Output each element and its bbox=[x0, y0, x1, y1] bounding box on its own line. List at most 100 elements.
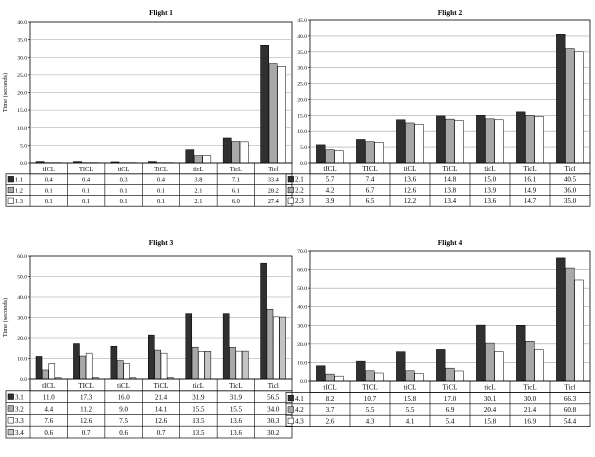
data-label: 7.4 bbox=[366, 176, 375, 184]
legend-swatch-1.3 bbox=[7, 197, 14, 204]
data-label: 33.4 bbox=[268, 177, 280, 184]
bar-3.2-TiCL bbox=[154, 349, 161, 380]
data-label: 5.7 bbox=[326, 176, 335, 184]
bar-4.1-tiCL bbox=[396, 351, 406, 382]
y-tick-label: 35.0 bbox=[17, 38, 27, 44]
chart-flight-1: Flight 1 Time (seconds) 0.0 5.0 10.0 15.0 20.0… bbox=[0, 0, 297, 225]
y-tick-label: 40.0 bbox=[17, 20, 27, 26]
data-label: 0.4 bbox=[82, 177, 91, 184]
legend-label: 3.1 bbox=[15, 394, 24, 402]
bar-2.1-ticL bbox=[476, 115, 486, 164]
data-label: 31.9 bbox=[192, 394, 205, 402]
bar-1.1-TicL bbox=[222, 137, 232, 164]
legend-swatch-3.4 bbox=[7, 429, 14, 436]
bar-4.3-TICL bbox=[374, 372, 384, 382]
bar-3.3-ticL bbox=[198, 351, 205, 380]
data-label: 2.1 bbox=[194, 198, 202, 205]
data-label: 66.3 bbox=[564, 395, 577, 403]
bar-2.2-tiCL bbox=[405, 122, 415, 164]
bar-3.1-TICL bbox=[73, 343, 80, 380]
y-tick-label: 25.0 bbox=[297, 82, 307, 88]
bar-3.2-Ticl bbox=[266, 309, 274, 380]
data-label: 0.3 bbox=[120, 177, 128, 184]
y-tick-label: 45.0 bbox=[297, 18, 307, 24]
bar-2.3-tICL bbox=[334, 150, 344, 164]
data-label: 3.9 bbox=[326, 197, 335, 205]
chart-title: Flight 2 bbox=[438, 8, 463, 17]
data-label: 21.4 bbox=[524, 406, 537, 414]
data-label: 0.1 bbox=[120, 187, 128, 194]
legend-swatch-1.1 bbox=[7, 176, 14, 183]
bar-3.1-TicL bbox=[222, 313, 230, 380]
category-label: tICL bbox=[43, 166, 55, 173]
category-label: tICL bbox=[323, 383, 336, 391]
bar-3.1-ticL bbox=[185, 313, 193, 380]
data-label: 11.2 bbox=[80, 405, 92, 413]
chart-svg: Flight 2 0.0 5.0 10.0 15.0 20.0 25.0 30.0 35.0 40… bbox=[285, 8, 591, 207]
data-label: 13.9 bbox=[484, 186, 497, 194]
bar-4.1-TiCL bbox=[436, 349, 446, 382]
data-label: 7.6 bbox=[44, 417, 53, 425]
data-label: 14.8 bbox=[444, 176, 457, 184]
bar-2.1-TicL bbox=[516, 111, 526, 164]
data-label: 0.7 bbox=[82, 429, 91, 437]
category-label: TiCL bbox=[443, 165, 458, 173]
data-label: 31.9 bbox=[230, 394, 243, 402]
data-label: 13.6 bbox=[230, 417, 243, 425]
data-label: 4.3 bbox=[366, 418, 375, 426]
category-label: TicL bbox=[229, 382, 242, 390]
bar-4.1-TICL bbox=[356, 360, 366, 382]
bar-3.2-tiCL bbox=[116, 360, 124, 380]
data-label: 40.5 bbox=[564, 176, 577, 184]
data-label: 14.9 bbox=[524, 186, 537, 194]
category-label: TicL bbox=[523, 383, 536, 391]
data-label: 0.6 bbox=[119, 429, 128, 437]
bar-2.3-TICL bbox=[374, 142, 384, 164]
category-label: tiCL bbox=[117, 382, 130, 390]
legend-label: 2.1 bbox=[295, 176, 304, 184]
category-label: Ticl bbox=[268, 382, 279, 390]
bar-2.3-TiCL bbox=[454, 120, 464, 164]
legend-label: 2.3 bbox=[295, 197, 304, 205]
y-tick-label: 25.0 bbox=[17, 73, 27, 79]
y-tick-label: 70.0 bbox=[297, 249, 307, 255]
bar-3.1-tICL bbox=[35, 356, 43, 380]
y-tick-label: 0.0 bbox=[20, 161, 27, 167]
y-tick-label: 50.0 bbox=[297, 286, 307, 292]
bar-3.4-TicL bbox=[241, 350, 249, 380]
bar-3.2-TICL bbox=[79, 355, 87, 380]
bar-4.3-ticL bbox=[494, 351, 504, 382]
category-label: TICL bbox=[362, 165, 378, 173]
legend-label: 3.4 bbox=[15, 429, 24, 437]
data-label: 0.1 bbox=[157, 187, 165, 194]
bar-3.3-TicL bbox=[235, 350, 243, 380]
data-label: 6.1 bbox=[232, 187, 240, 194]
bar-2.3-Ticl bbox=[574, 51, 584, 164]
data-label: 0.6 bbox=[44, 429, 53, 437]
category-label: ticL bbox=[484, 383, 495, 391]
category-label: ticL bbox=[193, 382, 204, 390]
category-label: tICL bbox=[42, 382, 55, 390]
chart-flight-4: Flight 4 0.0 10.0 20.0 30.0 40.0 50.0 60.0 70.0 t… bbox=[285, 228, 595, 457]
bar-2.3-tiCL bbox=[414, 123, 424, 164]
category-label: Ticl bbox=[564, 165, 575, 173]
bar-4.2-tICL bbox=[325, 373, 335, 382]
legend-label: 3.3 bbox=[15, 417, 24, 425]
bar-3.2-tICL bbox=[42, 369, 49, 380]
data-label: 5.5 bbox=[406, 406, 415, 414]
chart-svg: Flight 1 Time (seconds) 0.0 5.0 10.0 15.0 20.0… bbox=[2, 9, 293, 207]
legend-label: 1.2 bbox=[15, 187, 23, 194]
legend-swatch-2.3 bbox=[287, 197, 294, 204]
data-label: 12.6 bbox=[155, 417, 168, 425]
category-label: Ticl bbox=[564, 383, 575, 391]
category-label: TICL bbox=[78, 382, 94, 390]
data-label: 8.2 bbox=[326, 395, 335, 403]
bar-4.2-ticL bbox=[485, 342, 495, 382]
data-label: 34.0 bbox=[267, 405, 280, 413]
data-label: 21.4 bbox=[155, 394, 168, 402]
data-label: 0.4 bbox=[45, 177, 54, 184]
legend-label: 4.2 bbox=[295, 406, 304, 414]
category-label: tiCL bbox=[118, 166, 130, 173]
data-label: 16.9 bbox=[524, 418, 537, 426]
category-label: ticL bbox=[484, 165, 495, 173]
